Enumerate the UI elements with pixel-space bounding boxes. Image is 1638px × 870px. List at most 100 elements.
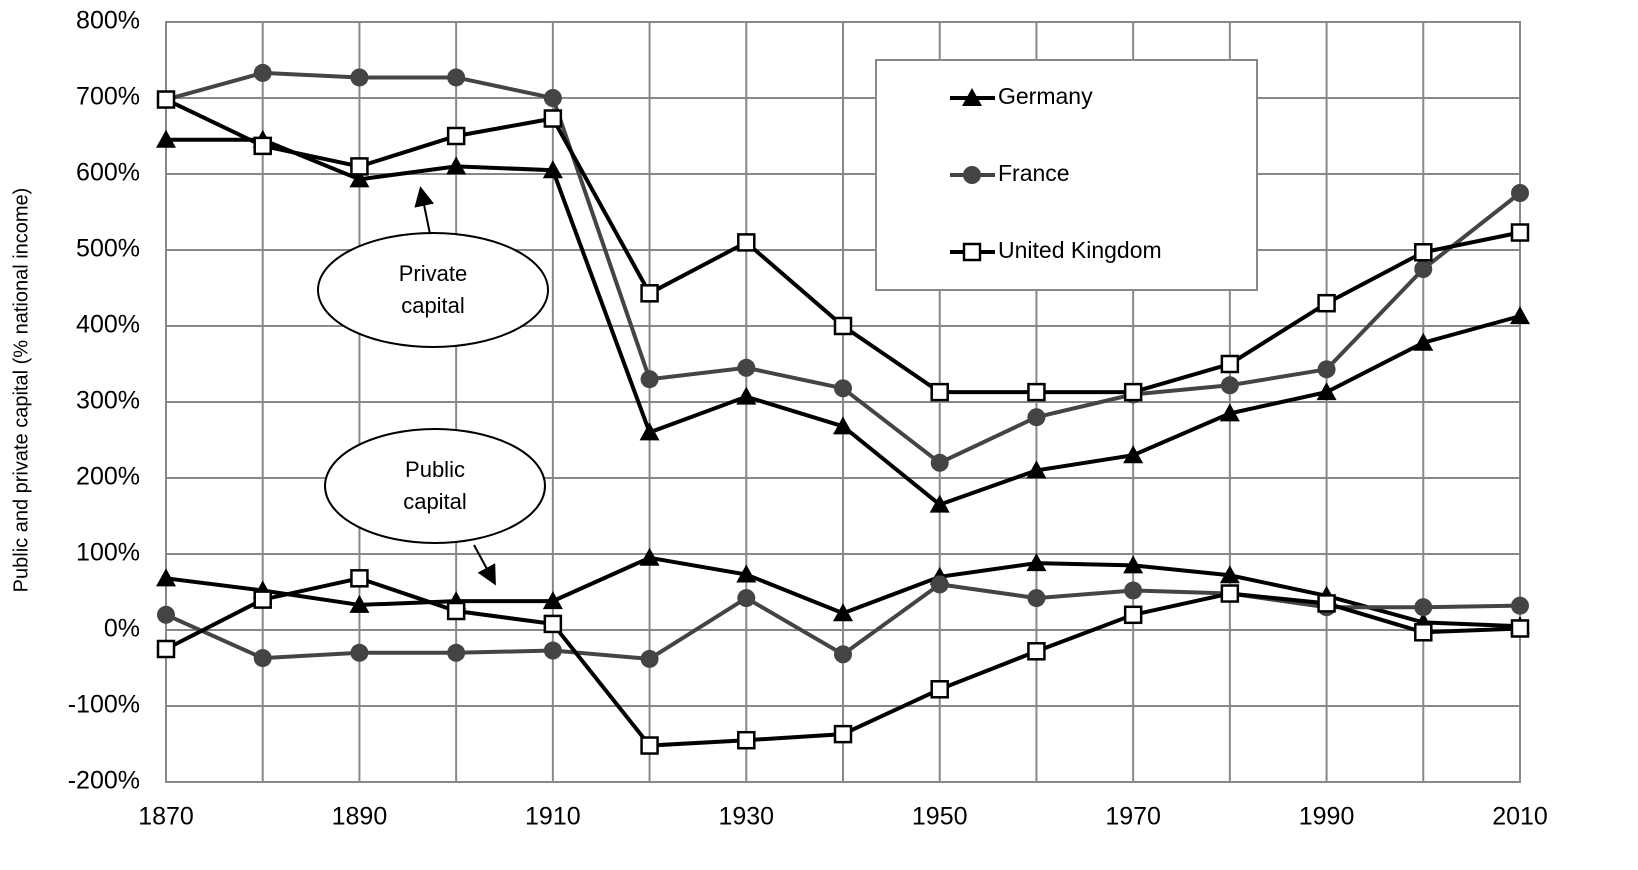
x-tick-label: 1950	[912, 803, 968, 831]
marker	[639, 422, 660, 441]
marker	[834, 645, 852, 664]
marker	[156, 568, 176, 587]
marker	[447, 643, 466, 662]
y-tick-label: 200%	[76, 463, 140, 491]
marker	[1414, 598, 1433, 617]
legend-label: United Kingdom	[998, 237, 1162, 263]
marker	[1026, 460, 1047, 479]
marker	[640, 649, 659, 668]
plot-frame	[165, 21, 1521, 783]
marker	[1414, 260, 1433, 278]
marker	[639, 547, 660, 566]
x-tick-label: 1910	[525, 803, 581, 831]
marker	[1510, 223, 1530, 242]
marker	[1027, 382, 1046, 402]
marker	[640, 370, 659, 389]
y-tick-label: -100%	[68, 691, 140, 719]
y-tick-label: 700%	[76, 83, 140, 111]
marker	[350, 157, 369, 176]
marker	[1414, 243, 1433, 262]
marker	[833, 724, 853, 744]
marker	[1511, 184, 1529, 202]
marker	[1317, 293, 1336, 313]
marker	[1026, 553, 1047, 572]
marker	[446, 126, 466, 146]
marker	[1027, 589, 1046, 608]
marker	[930, 382, 949, 402]
y-tick-label: 600%	[76, 159, 140, 187]
marker	[1220, 584, 1240, 603]
marker	[736, 386, 757, 405]
marker	[929, 494, 950, 513]
y-tick-label: 300%	[76, 387, 140, 415]
marker	[963, 166, 981, 184]
marker	[1510, 306, 1530, 325]
legend-box	[875, 59, 1258, 291]
marker	[1317, 594, 1336, 613]
marker	[156, 90, 176, 109]
marker	[350, 569, 369, 588]
marker	[543, 89, 562, 107]
marker	[962, 88, 982, 106]
marker	[447, 68, 466, 87]
marker	[1317, 360, 1336, 379]
marker	[930, 680, 949, 699]
x-tick-label: 1890	[332, 803, 388, 831]
marker	[833, 603, 853, 622]
marker	[1220, 354, 1240, 374]
marker	[1027, 408, 1046, 427]
marker	[1510, 619, 1530, 638]
y-tick-label: -200%	[68, 767, 140, 795]
marker	[156, 639, 176, 659]
marker	[253, 649, 272, 668]
x-tick-label: 1930	[718, 803, 774, 831]
marker	[446, 156, 467, 175]
marker	[253, 136, 272, 156]
marker	[350, 68, 369, 87]
y-tick-label: 100%	[76, 539, 140, 567]
marker	[736, 564, 757, 583]
marker	[1220, 376, 1239, 395]
marker	[1414, 623, 1433, 642]
marker	[930, 575, 949, 594]
marker	[543, 641, 562, 660]
marker	[737, 358, 756, 377]
y-tick-label: 500%	[76, 235, 140, 263]
marker	[543, 109, 563, 128]
marker	[253, 63, 272, 82]
x-tick-label: 1990	[1299, 803, 1355, 831]
marker	[930, 453, 949, 472]
x-tick-label: 1870	[138, 803, 194, 831]
marker	[737, 233, 756, 252]
marker	[446, 601, 466, 621]
marker	[350, 643, 369, 662]
marker	[1123, 445, 1144, 464]
marker	[542, 591, 563, 610]
marker	[349, 169, 370, 188]
x-tick-label: 2010	[1492, 803, 1548, 831]
marker	[640, 284, 659, 303]
marker	[349, 594, 370, 613]
y-tick-label: 0%	[104, 615, 140, 643]
marker	[833, 316, 853, 336]
marker	[1413, 332, 1434, 351]
marker	[640, 736, 659, 755]
legend-label: France	[998, 160, 1070, 186]
marker	[253, 590, 272, 609]
marker	[542, 160, 563, 179]
y-axis-label: Public and private capital (% national i…	[10, 188, 32, 593]
marker	[1123, 555, 1144, 574]
marker	[962, 242, 982, 262]
marker	[1124, 581, 1143, 600]
marker	[1511, 596, 1529, 615]
marker	[737, 589, 756, 608]
marker	[737, 730, 756, 750]
annotation: Public capital	[403, 457, 467, 514]
marker	[1123, 382, 1143, 402]
annotation-arrow	[473, 544, 496, 586]
annotation: Private capital	[398, 261, 468, 318]
marker	[156, 129, 176, 148]
annotation-ellipse	[324, 428, 546, 544]
